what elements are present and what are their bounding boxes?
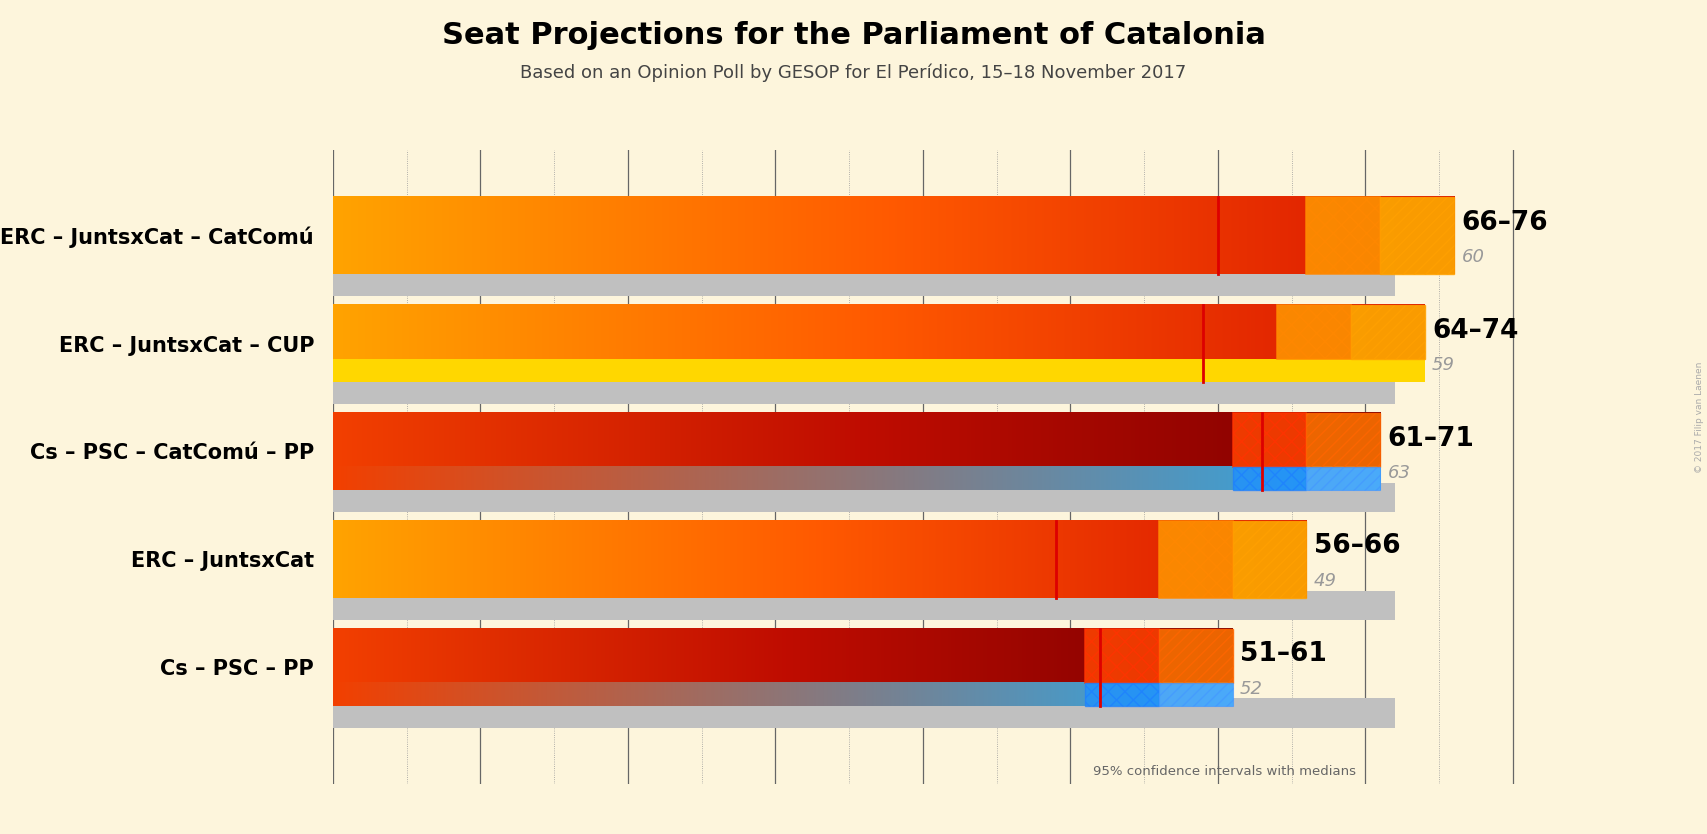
Text: 95% confidence intervals with medians: 95% confidence intervals with medians [1092, 765, 1355, 778]
Bar [1306, 467, 1381, 490]
Text: 63: 63 [1388, 464, 1410, 482]
Bar [333, 374, 1395, 404]
Text: © 2017 Filip van Laenen: © 2017 Filip van Laenen [1695, 361, 1704, 473]
Text: 61–71: 61–71 [1388, 425, 1475, 451]
Bar [1277, 304, 1350, 359]
Bar [333, 267, 1395, 296]
Bar [1086, 629, 1159, 683]
Bar [1306, 413, 1381, 467]
Text: 51–61: 51–61 [1239, 641, 1326, 667]
Bar [1159, 683, 1232, 706]
Bar [1232, 520, 1306, 598]
Bar [1350, 304, 1425, 359]
Bar [333, 590, 1395, 620]
Text: 66–76: 66–76 [1461, 209, 1548, 236]
Bar [1232, 467, 1306, 490]
Bar [333, 359, 1425, 383]
Text: Seat Projections for the Parliament of Catalonia: Seat Projections for the Parliament of C… [442, 21, 1265, 50]
Text: 49: 49 [1314, 572, 1337, 590]
Bar [1086, 683, 1159, 706]
Text: Based on an Opinion Poll by GESOP for El Perídico, 15–18 November 2017: Based on an Opinion Poll by GESOP for El… [521, 63, 1186, 82]
Bar [1159, 629, 1232, 683]
Bar [1232, 413, 1306, 467]
Bar [333, 483, 1395, 512]
Bar [333, 698, 1395, 728]
Text: 56–66: 56–66 [1314, 534, 1400, 560]
Bar [1381, 197, 1454, 274]
Text: 59: 59 [1432, 356, 1454, 374]
Text: 60: 60 [1461, 249, 1485, 266]
Text: 64–74: 64–74 [1432, 318, 1518, 344]
Text: 52: 52 [1239, 680, 1263, 698]
Bar [1159, 520, 1232, 598]
Bar [1306, 197, 1381, 274]
